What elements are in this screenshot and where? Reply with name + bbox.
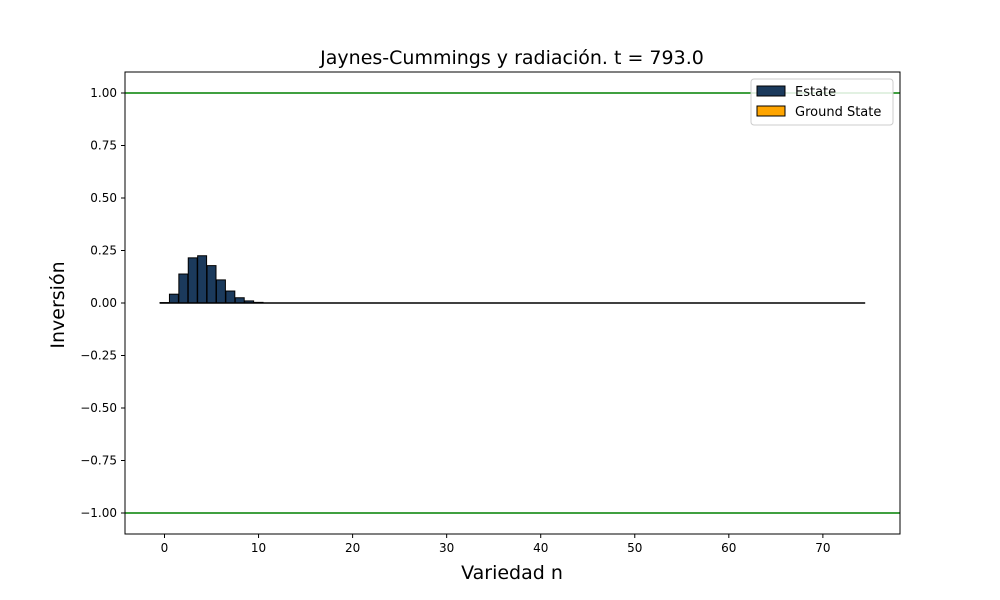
y-tick-label-6: −0.50	[80, 401, 117, 415]
bar-estate-5	[206, 265, 217, 304]
legend: Estate Ground State	[750, 78, 894, 126]
x-tick-label-40: 40	[533, 541, 548, 555]
legend-swatch-0	[756, 85, 786, 97]
y-tick-label-7: −0.75	[80, 454, 117, 468]
y-axis: 1.00 0.75 0.50 0.25 0.00 −0.25 −0.50 −0.75 −1.00	[80, 86, 125, 520]
bar-estate-6	[215, 279, 226, 304]
x-tick-label-70: 70	[815, 541, 830, 555]
legend-label-1: Ground State	[795, 105, 881, 120]
bar-estate-2	[178, 273, 189, 304]
y-axis-title: Inversión	[47, 261, 69, 348]
y-tick-label-0: 1.00	[90, 86, 117, 100]
legend-box	[750, 78, 894, 126]
y-tick-label-2: 0.50	[90, 191, 117, 205]
bar-estate-4	[197, 255, 208, 304]
bar-estate-7	[225, 290, 236, 304]
x-axis: 0 10 20 30 40 50 60 70	[161, 534, 831, 555]
x-tick-label-10: 10	[251, 541, 266, 555]
x-tick-label-60: 60	[721, 541, 736, 555]
x-tick-label-0: 0	[161, 541, 169, 555]
legend-swatch-1	[756, 105, 786, 117]
legend-label-0: Estate	[795, 85, 836, 100]
x-tick-label-30: 30	[439, 541, 454, 555]
y-tick-label-5: −0.25	[80, 349, 117, 363]
bar-estate-8	[234, 297, 245, 304]
y-tick-label-3: 0.25	[90, 244, 117, 258]
x-tick-label-50: 50	[627, 541, 642, 555]
y-tick-label-4: 0.00	[90, 296, 117, 310]
bar-estate-3	[187, 257, 198, 304]
chart-title: Jaynes-Cummings y radiación. t = 793.0	[319, 47, 704, 69]
bar-estate-1	[168, 293, 179, 304]
y-tick-label-8: −1.00	[80, 506, 117, 520]
x-tick-label-20: 20	[345, 541, 360, 555]
x-axis-title: Variedad n	[461, 562, 563, 584]
y-tick-label-1: 0.75	[90, 139, 117, 153]
